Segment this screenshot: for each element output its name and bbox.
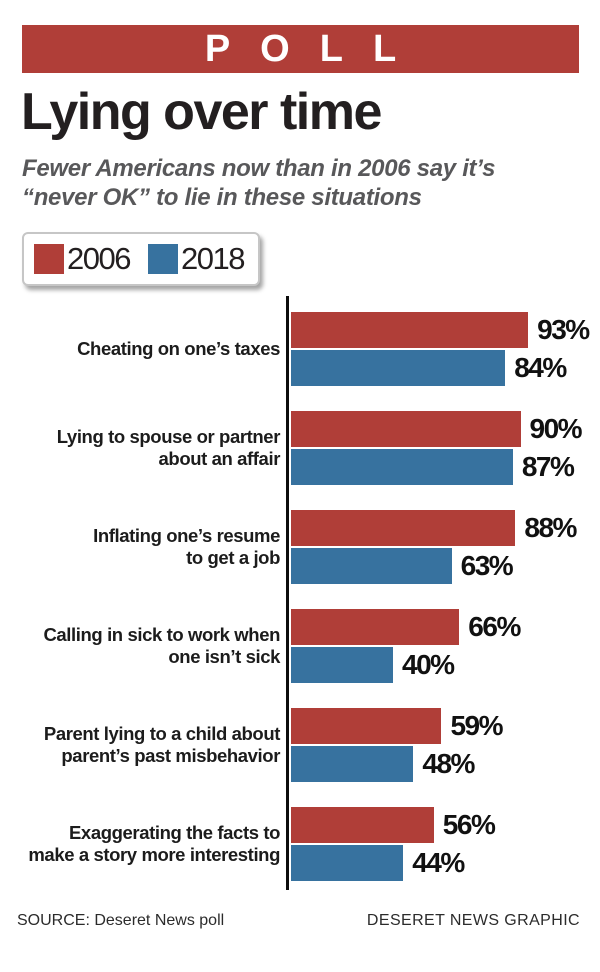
value-label-2006: 59% bbox=[450, 710, 503, 742]
value-label-2018: 44% bbox=[412, 847, 465, 879]
category-bars: 56% 44% bbox=[286, 795, 600, 894]
category-label: Calling in sick to work when one isn’t s… bbox=[43, 624, 280, 668]
bar-line-2018: 40% bbox=[291, 647, 600, 684]
category-bars: 88% 63% bbox=[286, 498, 600, 597]
bar-line-2018: 63% bbox=[291, 548, 600, 585]
chart-row: Calling in sick to work when one isn’t s… bbox=[0, 597, 600, 696]
legend-swatch-2018 bbox=[147, 243, 178, 274]
value-label-2006: 88% bbox=[524, 512, 577, 544]
chart-rows: Cheating on one’s taxes 93% 84% Lying to sp… bbox=[0, 300, 600, 894]
legend-label-2018: 2018 bbox=[180, 240, 245, 276]
bar-line-2006: 66% bbox=[291, 609, 600, 646]
category-bars: 59% 48% bbox=[286, 696, 600, 795]
subtitle-line-1: Fewer Americans now than in 2006 say it’… bbox=[22, 155, 496, 182]
poll-banner-label: POLL bbox=[204, 27, 427, 70]
bar-2006 bbox=[291, 708, 442, 745]
legend-label-2006: 2006 bbox=[67, 240, 131, 276]
source-credit: SOURCE: Deseret News poll bbox=[17, 911, 225, 929]
page-title: Lying over time bbox=[21, 83, 382, 141]
chart-row: Inflating one’s resume to get a job 88% 63… bbox=[0, 498, 600, 597]
value-label-2018: 63% bbox=[460, 550, 514, 582]
bar-2018 bbox=[291, 746, 414, 783]
legend-item-2018: 2018 bbox=[147, 240, 245, 277]
chart-row: Parent lying to a child about parent’s p… bbox=[0, 696, 600, 795]
category-label: Inflating one’s resume to get a job bbox=[93, 525, 280, 569]
chart-row: Exaggerating the facts to make a story m… bbox=[0, 795, 600, 894]
bar-line-2018: 84% bbox=[291, 350, 600, 387]
subtitle-line-2: “never OK” to lie in these situations bbox=[22, 184, 422, 212]
value-label-2006: 93% bbox=[537, 314, 590, 346]
category-label: Cheating on one’s taxes bbox=[77, 338, 280, 360]
bar-2018 bbox=[291, 449, 513, 486]
bar-line-2006: 59% bbox=[291, 708, 600, 745]
bar-2006 bbox=[291, 312, 529, 349]
bar-line-2018: 44% bbox=[291, 845, 600, 882]
value-label-2018: 87% bbox=[521, 451, 575, 483]
chart-subtitle: Fewer Americans now than in 2006 say it’… bbox=[22, 154, 600, 213]
bar-line-2006: 88% bbox=[291, 510, 600, 547]
graphic-credit: DESERET NEWS GRAPHIC bbox=[366, 911, 580, 929]
bar-2018 bbox=[291, 548, 452, 585]
value-label-2006: 56% bbox=[442, 809, 496, 841]
value-label-2018: 84% bbox=[514, 352, 567, 384]
bar-line-2006: 90% bbox=[291, 411, 600, 448]
category-label: Lying to spouse or partner about an affa… bbox=[56, 426, 281, 470]
value-label-2018: 40% bbox=[402, 649, 455, 681]
value-label-2006: 66% bbox=[468, 611, 521, 643]
bar-2006 bbox=[291, 609, 460, 646]
legend-item-2006: 2006 bbox=[34, 240, 131, 277]
legend-swatch-2006 bbox=[34, 243, 64, 274]
poll-banner: POLL bbox=[22, 25, 579, 73]
bar-2006 bbox=[291, 510, 516, 547]
category-label: Parent lying to a child about parent’s p… bbox=[43, 723, 281, 767]
bar-2006 bbox=[291, 807, 434, 844]
category-bars: 66% 40% bbox=[286, 597, 600, 696]
bar-line-2006: 93% bbox=[291, 312, 600, 349]
chart-row: Lying to spouse or partner about an affa… bbox=[0, 399, 600, 498]
bar-2018 bbox=[291, 350, 506, 387]
chart-axis-line bbox=[286, 295, 289, 890]
chart-row: Cheating on one’s taxes 93% 84% bbox=[0, 300, 600, 399]
bar-2018 bbox=[291, 647, 393, 684]
category-bars: 93% 84% bbox=[286, 300, 600, 399]
category-bars: 90% 87% bbox=[286, 399, 600, 498]
bar-2018 bbox=[291, 845, 404, 882]
footer: SOURCE: Deseret News poll DESERET NEWS G… bbox=[17, 912, 580, 930]
bar-2006 bbox=[291, 411, 521, 448]
category-label: Exaggerating the facts to make a story m… bbox=[28, 822, 280, 866]
bar-line-2006: 56% bbox=[291, 807, 600, 844]
legend: 2006 2018 bbox=[22, 231, 260, 286]
value-label-2006: 90% bbox=[529, 413, 583, 445]
bar-chart: Cheating on one’s taxes 93% 84% Lying to sp… bbox=[0, 295, 600, 894]
value-label-2018: 48% bbox=[422, 748, 475, 780]
bar-line-2018: 48% bbox=[291, 746, 600, 783]
bar-line-2018: 87% bbox=[291, 449, 600, 486]
